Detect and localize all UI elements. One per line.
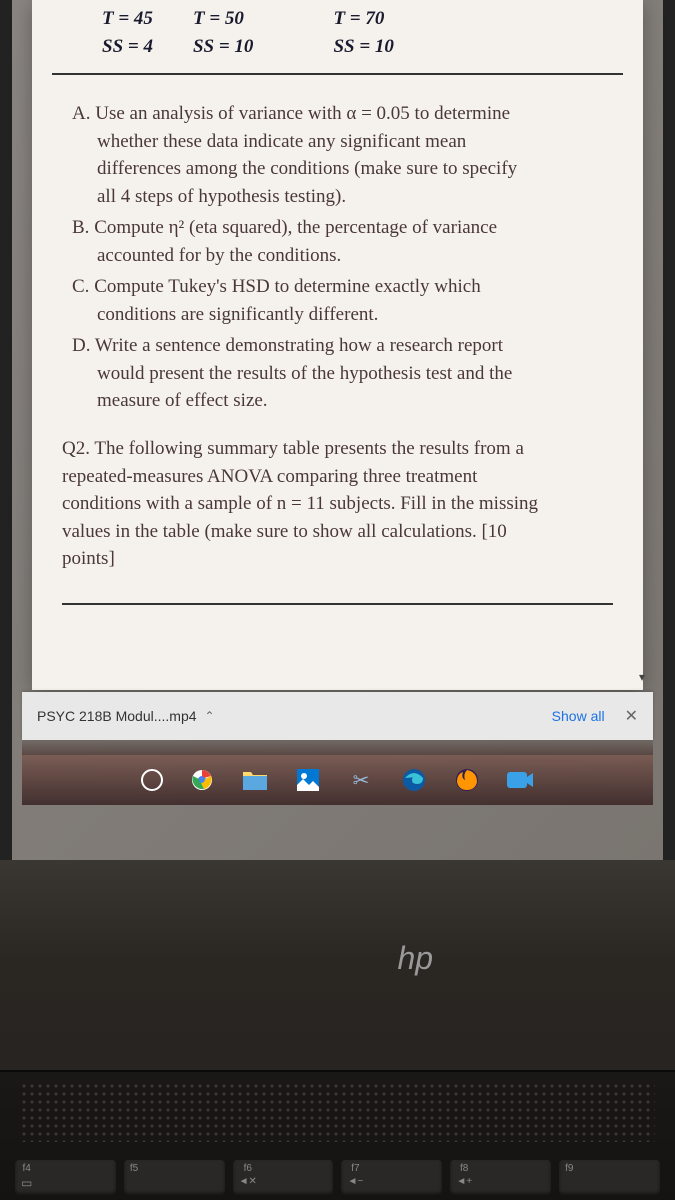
document-content: T = 45 SS = 4 T = 50 SS = 10 T = 70 SS =…	[32, 0, 643, 690]
speaker-grille	[20, 1082, 655, 1142]
prefix: C.	[72, 276, 89, 297]
text: Compute η² (eta squared), the percentage…	[94, 217, 497, 238]
text: Compute Tukey's HSD to determine exactly…	[94, 276, 481, 297]
divider	[62, 603, 613, 605]
table-col-2: T = 50 SS = 10	[193, 8, 253, 58]
laptop-bezel: hp f4▭ f5 f6◄✕ f7◄− f8◄+ f9	[0, 860, 675, 1200]
f8-key[interactable]: f8◄+	[450, 1160, 551, 1195]
text: conditions with a sample of n = 11 subje…	[62, 490, 613, 518]
question-a: A. Use an analysis of variance with α = …	[72, 100, 603, 210]
prefix: A.	[72, 103, 90, 124]
text: Q2. The following summary table presents…	[62, 435, 613, 463]
camera-icon[interactable]	[506, 766, 534, 794]
f5-key[interactable]: f5	[124, 1160, 225, 1195]
download-item[interactable]: PSYC 218B Modul....mp4 ⌃	[37, 708, 215, 724]
text: values in the table (make sure to show a…	[62, 518, 613, 546]
f4-key[interactable]: f4▭	[15, 1160, 116, 1195]
f6-key[interactable]: f6◄✕	[233, 1160, 334, 1195]
table-col-3: T = 70 SS = 10	[333, 8, 393, 58]
t-value: T = 50	[193, 8, 253, 30]
chevron-up-icon[interactable]: ⌃	[205, 709, 215, 723]
cortana-icon[interactable]	[141, 769, 163, 791]
question-b: B. Compute η² (eta squared), the percent…	[72, 214, 603, 269]
question-2: Q2. The following summary table presents…	[52, 435, 623, 573]
text: whether these data indicate any signific…	[72, 128, 603, 156]
text: points]	[62, 545, 613, 573]
f9-key[interactable]: f9	[559, 1160, 660, 1195]
ss-value: SS = 10	[333, 36, 393, 58]
edge-icon[interactable]	[400, 766, 428, 794]
question-d: D. Write a sentence demonstrating how a …	[72, 332, 603, 415]
text: differences among the conditions (make s…	[72, 155, 603, 183]
file-explorer-icon[interactable]	[241, 766, 269, 794]
download-bar: PSYC 218B Modul....mp4 ⌃ Show all ✕	[22, 692, 653, 740]
keyboard: f4▭ f5 f6◄✕ f7◄− f8◄+ f9	[0, 1070, 675, 1200]
chrome-icon[interactable]	[188, 766, 216, 794]
text: would present the results of the hypothe…	[72, 360, 603, 388]
text: all 4 steps of hypothesis testing).	[72, 183, 603, 211]
firefox-icon[interactable]	[453, 766, 481, 794]
ss-value: SS = 4	[102, 36, 153, 58]
f7-key[interactable]: f7◄−	[341, 1160, 442, 1195]
show-all-button[interactable]: Show all	[552, 708, 605, 724]
text: measure of effect size.	[72, 387, 603, 415]
function-key-row: f4▭ f5 f6◄✕ f7◄− f8◄+ f9	[0, 1160, 675, 1195]
prefix: B.	[72, 217, 89, 238]
photos-icon[interactable]	[294, 766, 322, 794]
question-c: C. Compute Tukey's HSD to determine exac…	[72, 273, 603, 328]
text: Use an analysis of variance with α = 0.0…	[95, 103, 510, 124]
hp-logo: hp	[398, 940, 434, 977]
table-col-1: T = 45 SS = 4	[102, 8, 153, 58]
question-list: A. Use an analysis of variance with α = …	[52, 100, 623, 415]
snipping-icon[interactable]: ✂	[347, 766, 375, 794]
text: Write a sentence demonstrating how a res…	[95, 335, 503, 356]
taskbar: ✂	[22, 755, 653, 805]
stats-table: T = 45 SS = 4 T = 50 SS = 10 T = 70 SS =…	[52, 0, 623, 75]
text: conditions are significantly different.	[72, 301, 603, 329]
filename: PSYC 218B Modul....mp4	[37, 708, 197, 724]
ss-value: SS = 10	[193, 36, 253, 58]
text: repeated-measures ANOVA comparing three …	[62, 463, 613, 491]
close-icon[interactable]: ✕	[625, 706, 638, 726]
t-value: T = 45	[102, 8, 153, 30]
t-value: T = 70	[333, 8, 393, 30]
scroll-down-icon[interactable]: ▾	[639, 670, 649, 680]
screen: T = 45 SS = 4 T = 50 SS = 10 T = 70 SS =…	[0, 0, 675, 860]
prefix: D.	[72, 335, 90, 356]
text: accounted for by the conditions.	[72, 242, 603, 270]
